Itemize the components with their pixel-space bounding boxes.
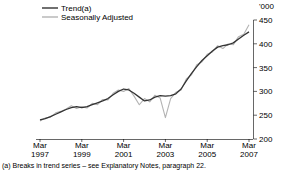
y-tick [254, 43, 258, 44]
series-line [40, 32, 249, 120]
x-tick-label: Mar1999 [73, 141, 91, 159]
x-tick-label-part: Mar [200, 141, 214, 150]
footnote: (a) Breaks in trend series – see Explana… [2, 162, 206, 170]
y-tick [254, 20, 258, 21]
legend-swatch [42, 7, 58, 8]
x-tick-label-part: 2005 [198, 150, 216, 159]
series-line [40, 25, 249, 121]
y-tick-label: 200 [259, 135, 273, 144]
legend-swatch [42, 16, 58, 17]
x-tick-label-part: Mar [242, 141, 256, 150]
x-axis [36, 139, 253, 140]
y-tick [254, 139, 258, 140]
x-tick-label: Mar2001 [115, 141, 133, 159]
y-label: '000 [259, 2, 274, 11]
y-tick-label: 250 [259, 111, 273, 120]
chart: 200250300350400450'000Mar1997Mar1999Mar2… [0, 0, 283, 170]
x-tick-label-part: 1999 [73, 150, 91, 159]
x-tick-label: Mar2003 [157, 141, 175, 159]
x-tick-label-part: Mar [75, 141, 89, 150]
y-tick-label: 450 [259, 16, 273, 25]
legend-label: Trend(a) [61, 4, 92, 13]
x-tick-label-part: Mar [159, 141, 173, 150]
y-tick [254, 115, 258, 116]
y-tick-label: 300 [259, 87, 273, 96]
y-tick [254, 91, 258, 92]
y-tick [254, 67, 258, 68]
x-tick-label-part: 2001 [115, 150, 133, 159]
x-tick-label-part: 2003 [157, 150, 175, 159]
x-tick-label-part: 1997 [31, 150, 49, 159]
x-tick-label: Mar1997 [31, 141, 49, 159]
x-tick-label-part: Mar [33, 141, 47, 150]
x-tick-label-part: 2007 [240, 150, 258, 159]
y-axis [253, 20, 254, 139]
legend-label: Seasonally Adjusted [61, 13, 133, 22]
x-tick-label-part: Mar [117, 141, 131, 150]
x-tick-label: Mar2007 [240, 141, 258, 159]
x-tick-label: Mar2005 [198, 141, 216, 159]
y-tick-label: 400 [259, 40, 273, 49]
y-tick-label: 350 [259, 64, 273, 73]
plot-lines [40, 25, 249, 121]
